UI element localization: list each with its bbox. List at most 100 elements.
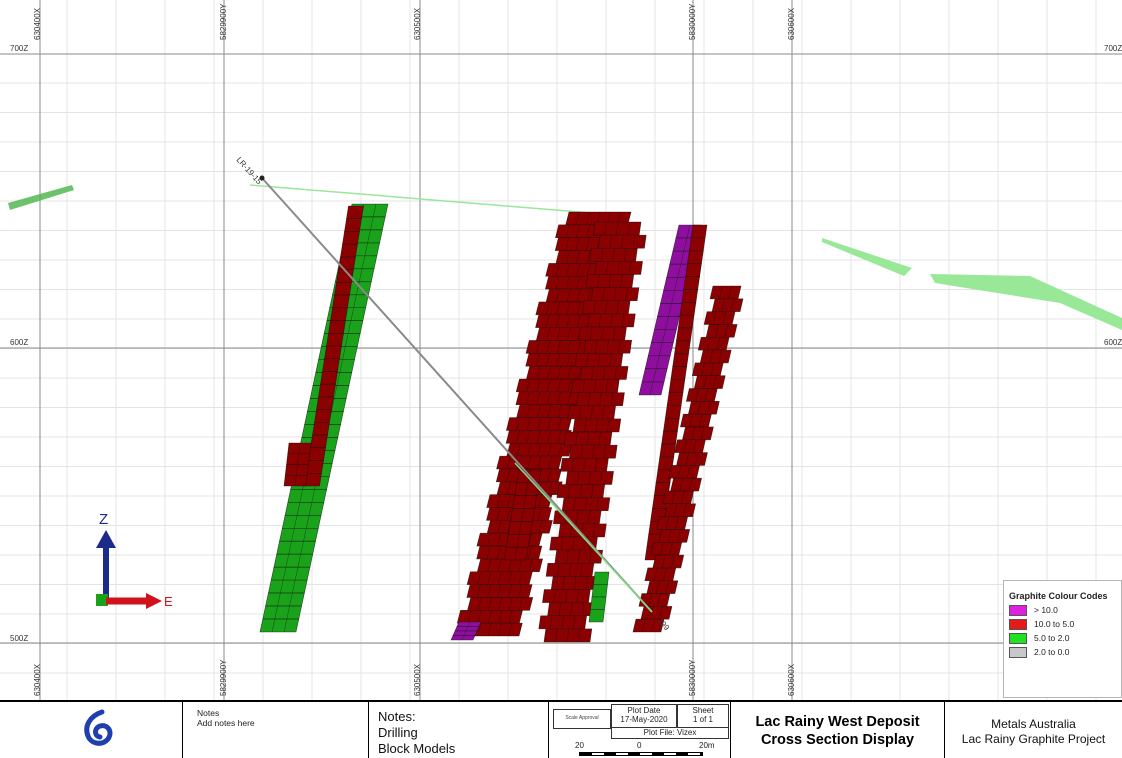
model-block-edge (516, 534, 520, 548)
model-block-edge (689, 414, 693, 428)
model-block (687, 401, 720, 415)
model-block (670, 366, 688, 380)
model-block-edge (547, 417, 552, 431)
model-block-edge (353, 294, 357, 308)
model-block-edge (547, 404, 552, 418)
model-block-edge (506, 468, 511, 482)
model-block-edge (487, 584, 491, 598)
model-block-edge (612, 326, 616, 341)
model-block-edge (562, 576, 565, 590)
model-block-edge (547, 443, 552, 457)
model-block-edge (710, 362, 715, 376)
notes-text[interactable]: Add notes here (197, 718, 255, 728)
model-block-edge (570, 602, 573, 616)
model-block-edge (592, 523, 596, 538)
model-block-edge (566, 250, 570, 264)
drillhole-trace[interactable] (261, 177, 653, 613)
model-block-edge (342, 346, 346, 360)
model-block-edge (556, 353, 561, 367)
model-block-edge (506, 456, 511, 470)
model-block-edge (662, 329, 666, 343)
model-block-edge (716, 337, 721, 351)
model-block-edge (561, 615, 564, 629)
model-block-edge (604, 221, 607, 236)
model-block (672, 353, 689, 368)
model-block-edge (572, 536, 575, 551)
model-block-edge (294, 515, 298, 529)
sheet-box: Sheet 1 of 1 (677, 704, 729, 728)
model-block (306, 460, 324, 474)
model-block-edge (585, 237, 590, 251)
model-block-edge (465, 626, 469, 632)
model-block-edge (308, 502, 313, 516)
model-block (699, 349, 732, 364)
model-block-edge (336, 372, 341, 386)
cross-section-view[interactable]: LR-19-15 199 630400X 5829900Y 630500X 58… (0, 0, 1122, 700)
model-block-edge (603, 445, 606, 459)
model-block (338, 256, 356, 270)
model-block (670, 477, 702, 492)
model-block (711, 298, 744, 312)
model-block-edge (518, 597, 523, 611)
model-block (668, 465, 700, 479)
model-block-edge (557, 378, 562, 392)
model-block (346, 205, 364, 220)
model-block-edge (518, 571, 523, 585)
model-block (312, 422, 330, 436)
model-block (705, 324, 738, 338)
model-block (320, 371, 338, 385)
model-block-edge (597, 274, 600, 288)
legend-swatch (1009, 646, 1027, 658)
model-block-edge (576, 263, 581, 277)
model-block (308, 447, 326, 461)
model-block-edge (486, 545, 491, 559)
model-block-edge (674, 277, 678, 291)
model-block-edge (508, 597, 513, 611)
model-block-edge (567, 340, 571, 354)
model-block-edge (498, 623, 502, 637)
model-block-edge (730, 298, 734, 312)
plot-file-box: Plot File: Vizex (611, 727, 729, 739)
model-block-edge (286, 606, 290, 620)
model-block (663, 417, 680, 432)
model-block-edge (569, 523, 573, 538)
legend-label: 5.0 to 2.0 (1034, 633, 1070, 643)
model-block-edge (306, 515, 310, 529)
model-block (685, 388, 718, 402)
model-block-edge (721, 298, 725, 312)
approval-box: Scale Approval (553, 709, 611, 729)
model-block-edge (525, 482, 529, 496)
model-block-edge (527, 443, 531, 457)
model-block-edge (558, 602, 562, 616)
model-block-edge (345, 333, 349, 347)
legend: Graphite Colour Codes > 10.0 10.0 to 5.0… (1003, 580, 1122, 698)
model-block (316, 396, 334, 410)
model-block (340, 243, 358, 258)
model-block-edge (557, 391, 561, 405)
model-block (709, 285, 742, 300)
model-block-edge (663, 567, 667, 581)
model-block-edge (367, 229, 371, 243)
model-block-edge (545, 301, 550, 315)
model-block-edge (617, 261, 620, 275)
model-block-edge (665, 516, 670, 530)
model-block (683, 276, 700, 290)
model-block-edge (582, 379, 585, 393)
central-lens-lower (503, 469, 542, 561)
model-block-edge (658, 342, 663, 356)
drawing-subtitle: Cross Section Display (760, 732, 915, 748)
model-block (324, 345, 342, 360)
model-block-edge (609, 235, 612, 249)
model-block (674, 340, 691, 355)
central-right-lens (538, 221, 647, 643)
model-block-edge (683, 238, 688, 252)
model-block-edge (677, 465, 682, 479)
model-block-edge (707, 337, 711, 351)
orientation-axes-icon: Z E (96, 511, 173, 609)
model-block (590, 596, 607, 610)
model-block-edge (665, 580, 669, 594)
model-block (662, 490, 694, 505)
model-block-edge (602, 405, 605, 419)
model-block (682, 426, 714, 441)
model-block-edge (686, 224, 691, 239)
